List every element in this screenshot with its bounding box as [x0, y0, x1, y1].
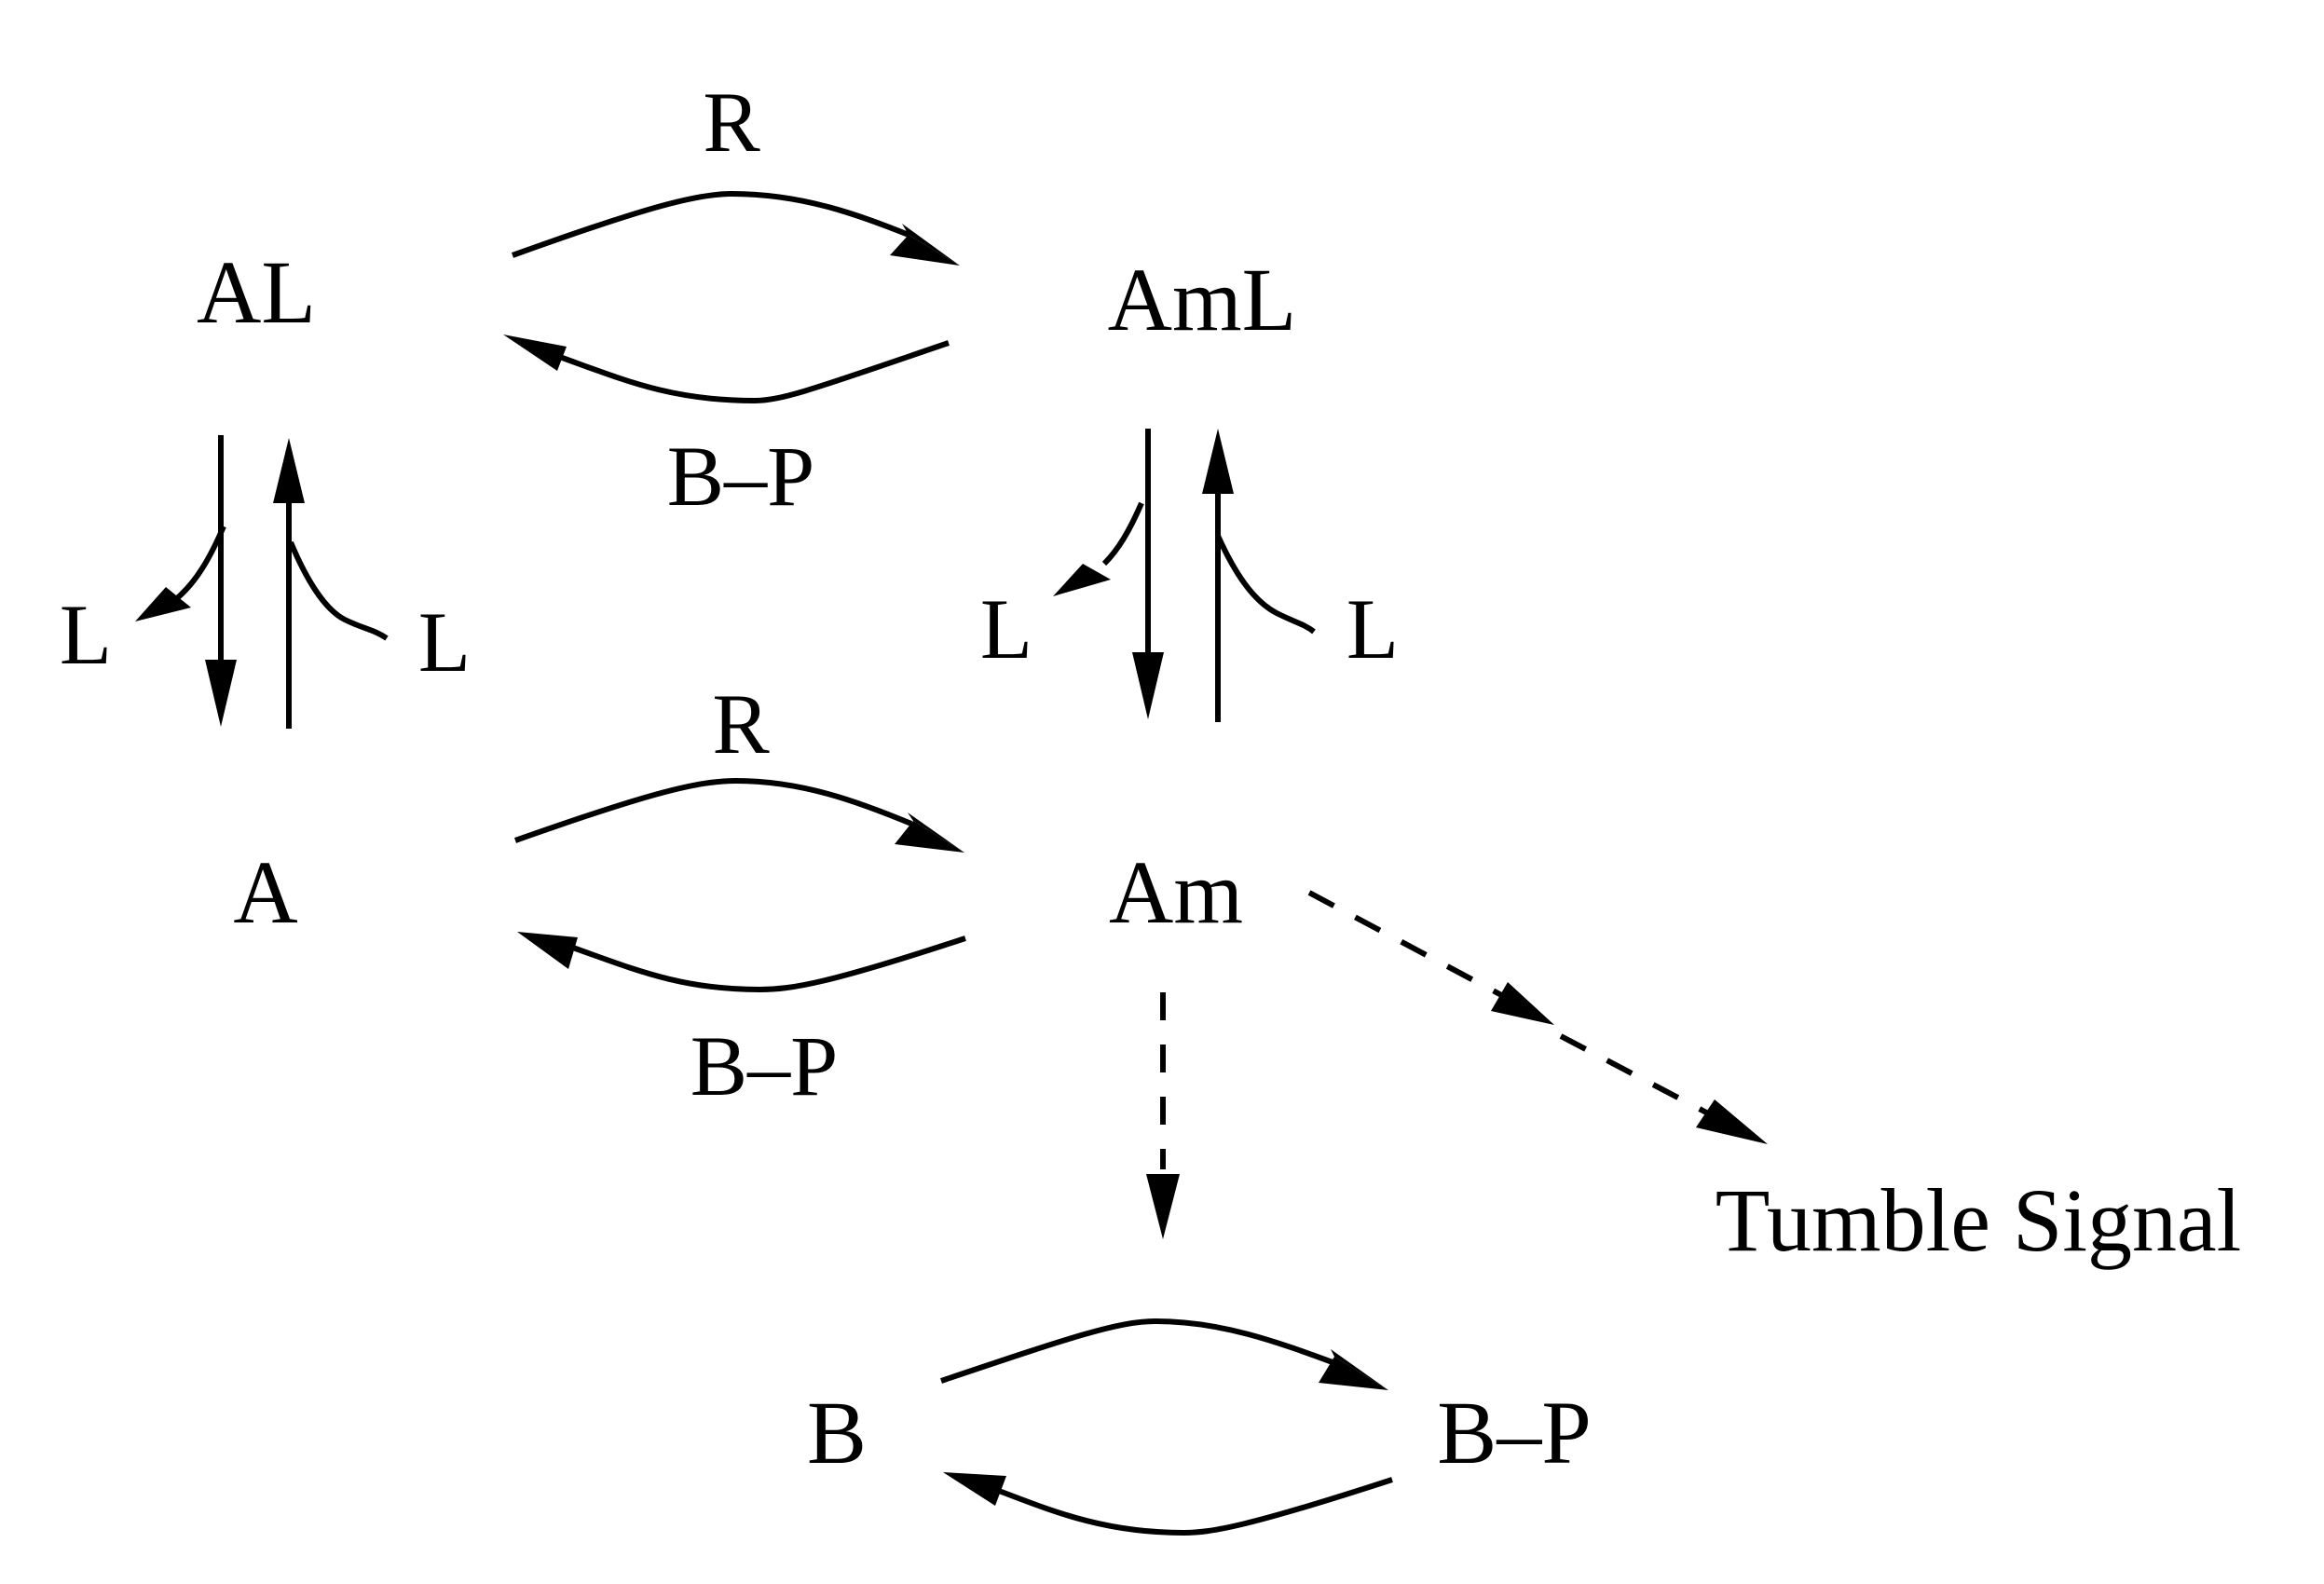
arrow-AmL-to-Am — [1053, 429, 1164, 719]
label-right-up-L: L — [1347, 581, 1399, 676]
arrow-B-to-B-P — [940, 1318, 1388, 1390]
arrow-B-P-to-B — [943, 1472, 1393, 1536]
label-right-down-L: L — [980, 581, 1032, 676]
dashed-arrow-Am-to-B — [1146, 992, 1180, 1239]
node-AmL: AmL — [1108, 250, 1297, 349]
arrow-A-to-AL — [273, 438, 389, 729]
arrow-A-to-Am — [513, 777, 964, 853]
arrow-Am-to-AmL — [1202, 429, 1316, 722]
label-mid-forward-R: R — [712, 676, 770, 772]
label-mid-backward-B-P: B–P — [690, 1018, 839, 1113]
label-top-forward-R: R — [703, 75, 760, 170]
arrow-AL-to-A — [135, 435, 237, 727]
dashed-arrow-Am-to-tumble-signal — [1307, 890, 1768, 1144]
node-B: B — [807, 1383, 867, 1482]
node-A: A — [233, 842, 297, 942]
label-top-backward-B-P: B–P — [667, 429, 815, 524]
arrow-AL-to-AmL — [511, 190, 960, 266]
node-Am: Am — [1109, 842, 1243, 942]
arrow-Am-to-A — [517, 932, 966, 993]
label-left-down-L: L — [60, 587, 112, 682]
label-left-up-L: L — [418, 594, 471, 690]
tumble-signal-label: Tumble Signal — [1716, 1170, 2242, 1270]
node-B-P: B–P — [1437, 1383, 1591, 1482]
node-AL: AL — [197, 242, 316, 342]
arrow-AmL-to-AL — [503, 335, 950, 404]
